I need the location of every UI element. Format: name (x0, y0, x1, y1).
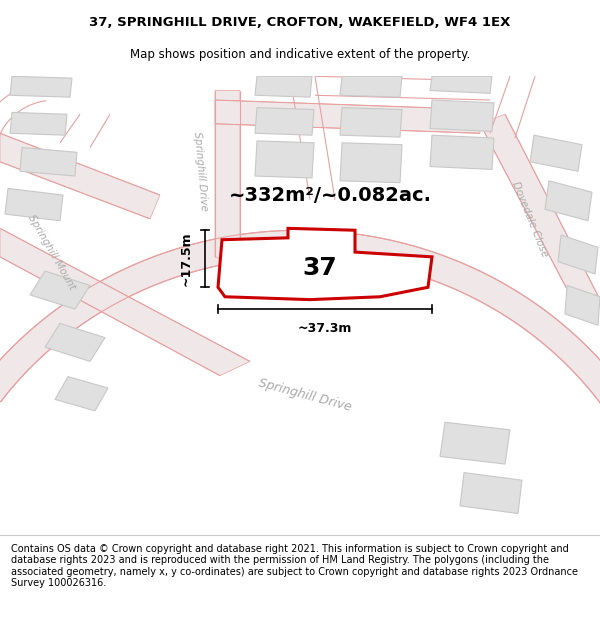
Text: Springhill Drive: Springhill Drive (191, 131, 208, 211)
Text: Dovedale Close: Dovedale Close (510, 179, 550, 258)
Polygon shape (340, 107, 402, 137)
Polygon shape (55, 377, 108, 411)
Text: ~17.5m: ~17.5m (180, 231, 193, 286)
Polygon shape (255, 76, 312, 97)
Polygon shape (10, 112, 67, 135)
Text: 37, SPRINGHILL DRIVE, CROFTON, WAKEFIELD, WF4 1EX: 37, SPRINGHILL DRIVE, CROFTON, WAKEFIELD… (89, 16, 511, 29)
Polygon shape (430, 135, 494, 169)
Polygon shape (218, 228, 432, 299)
Polygon shape (558, 235, 598, 274)
Text: ~332m²/~0.082ac.: ~332m²/~0.082ac. (229, 186, 431, 204)
Polygon shape (430, 100, 494, 131)
Polygon shape (0, 228, 250, 376)
Polygon shape (545, 181, 592, 221)
Polygon shape (255, 141, 314, 178)
Polygon shape (45, 323, 105, 361)
Polygon shape (340, 76, 402, 97)
Text: ~37.3m: ~37.3m (298, 322, 352, 336)
Text: Springhill Drive: Springhill Drive (257, 376, 353, 413)
Polygon shape (565, 286, 600, 325)
Polygon shape (480, 114, 600, 314)
Text: Map shows position and indicative extent of the property.: Map shows position and indicative extent… (130, 48, 470, 61)
Polygon shape (215, 91, 240, 266)
Polygon shape (30, 271, 90, 309)
Text: 37: 37 (302, 256, 337, 280)
Text: Springhill Mount: Springhill Mount (26, 213, 77, 291)
Polygon shape (0, 133, 160, 219)
Polygon shape (0, 230, 600, 521)
Polygon shape (10, 76, 72, 97)
Polygon shape (460, 472, 522, 514)
Polygon shape (255, 107, 314, 135)
Text: Contains OS data © Crown copyright and database right 2021. This information is : Contains OS data © Crown copyright and d… (11, 544, 578, 588)
Polygon shape (20, 148, 77, 176)
Polygon shape (340, 142, 402, 182)
Polygon shape (5, 188, 63, 221)
Polygon shape (440, 422, 510, 464)
Polygon shape (430, 76, 492, 93)
Polygon shape (215, 100, 480, 133)
Polygon shape (530, 135, 582, 171)
